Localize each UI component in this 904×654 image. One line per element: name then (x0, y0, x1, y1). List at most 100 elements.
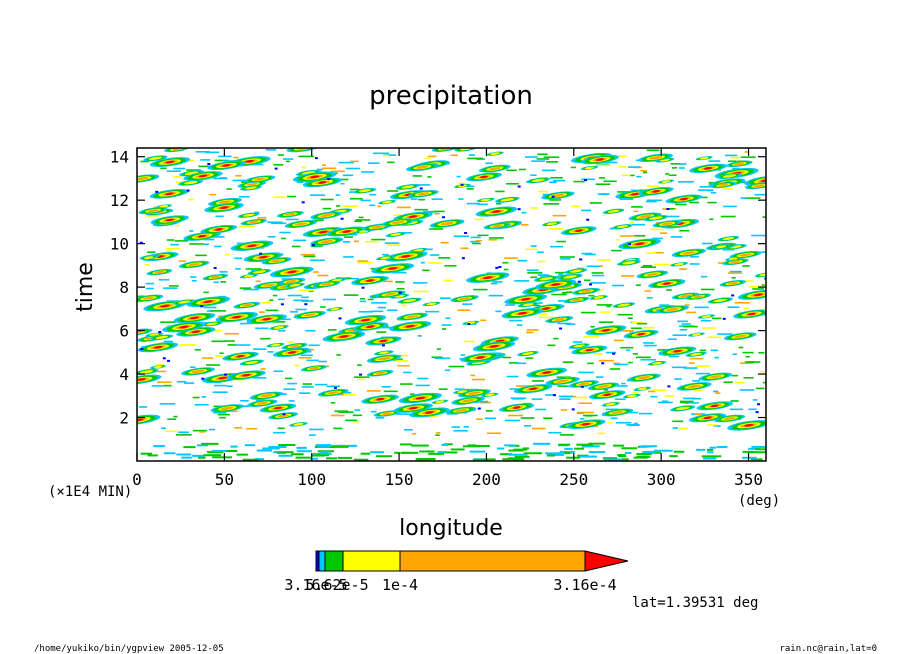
heat-cell (620, 235, 634, 237)
heat-cell (645, 200, 657, 203)
heat-cell (650, 228, 664, 231)
colorbar-segment (343, 551, 400, 571)
heat-cell (208, 428, 216, 431)
heat-cell (220, 281, 227, 283)
heat-cell (661, 180, 671, 183)
heat-cell (252, 270, 266, 274)
heat-cell (326, 457, 338, 460)
heat-cell (662, 400, 669, 403)
x-tick-label: 100 (297, 470, 326, 489)
heat-cell (562, 361, 574, 363)
heat-cell (272, 196, 287, 198)
heat-cell (461, 257, 465, 260)
heat-cell (309, 175, 320, 179)
heat-cell (383, 390, 398, 393)
heat-cell (358, 216, 364, 219)
heat-cell (213, 177, 228, 180)
heat-cell (376, 397, 385, 401)
heat-cell (382, 200, 393, 204)
heat-cell (371, 238, 386, 241)
heat-cell (695, 372, 710, 375)
heat-cell (192, 429, 208, 432)
heat-cell (539, 316, 555, 319)
heat-cell (636, 453, 652, 456)
heat-cell (722, 248, 735, 251)
heat-cell (537, 190, 549, 193)
heat-cell (234, 257, 243, 260)
heat-cell (189, 230, 194, 232)
heat-cell (413, 248, 424, 252)
heat-cell (752, 288, 764, 290)
heat-cell (722, 237, 735, 241)
heat-cell (740, 362, 754, 364)
heat-cell (605, 351, 617, 354)
heat-cell (456, 175, 461, 178)
heat-cell (488, 294, 503, 297)
heat-cell (451, 426, 460, 428)
heat-cell (327, 391, 340, 395)
heat-cell (727, 281, 738, 285)
heat-cell (301, 201, 305, 204)
heat-cell (745, 355, 750, 358)
heat-cell (191, 280, 197, 282)
heat-cell (417, 377, 429, 380)
heat-cell (561, 291, 569, 294)
heat-cell (677, 320, 688, 323)
heat-cell (203, 238, 215, 241)
heat-cell (549, 453, 564, 456)
heat-cell (273, 326, 285, 329)
heat-cell (137, 418, 144, 422)
heat-cell (153, 370, 167, 373)
heat-cell (571, 298, 582, 302)
heat-cell (635, 356, 651, 359)
heat-cell (218, 155, 232, 158)
heat-cell (744, 280, 754, 282)
heat-cell (382, 253, 389, 256)
heat-cell (580, 385, 584, 388)
heat-cell (246, 182, 258, 186)
heat-cell (553, 318, 565, 321)
heat-cell (142, 296, 155, 300)
heat-cell (722, 188, 733, 190)
heat-cell (224, 332, 239, 335)
heat-cell (315, 444, 332, 447)
heat-cell (700, 319, 712, 322)
heat-cell (701, 315, 712, 318)
heat-cell (551, 193, 565, 198)
heat-cell (394, 451, 401, 454)
heat-cell (322, 167, 337, 170)
heat-cell (646, 149, 660, 152)
heat-cell (485, 393, 495, 397)
heat-cell (579, 258, 583, 261)
heat-cell (485, 458, 496, 461)
heat-cell (579, 455, 598, 458)
heat-cell (260, 337, 271, 340)
y-tick-label: 12 (110, 191, 129, 210)
heat-cell (157, 381, 172, 384)
heat-cell (669, 455, 678, 458)
heat-cell (585, 415, 593, 417)
heat-cell (343, 256, 354, 258)
heat-cell (473, 288, 488, 291)
heat-cell (552, 214, 567, 217)
colorbar-segment (316, 551, 319, 571)
heat-cell (312, 452, 332, 455)
heat-cell (614, 363, 629, 366)
x-tick-label: 0 (132, 470, 142, 489)
heat-cell (531, 178, 545, 182)
heat-cell (189, 316, 200, 320)
heat-cell (210, 275, 221, 279)
heat-cell (633, 210, 639, 213)
heat-cell (521, 211, 527, 214)
heat-cell (354, 240, 359, 243)
heat-cell (411, 444, 429, 447)
heat-cell (396, 287, 405, 290)
heat-cell (453, 429, 468, 432)
heat-cell (581, 178, 595, 181)
heat-cell (750, 458, 763, 461)
heat-cell (140, 160, 150, 163)
heat-cell (220, 406, 234, 410)
heat-cell (235, 344, 251, 346)
heat-cell (637, 332, 645, 336)
heat-cell (644, 290, 652, 292)
